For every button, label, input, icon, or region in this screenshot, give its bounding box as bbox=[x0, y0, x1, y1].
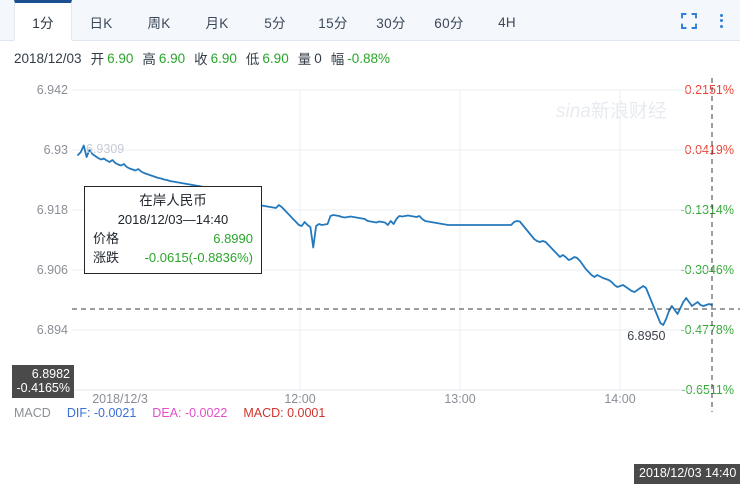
quote-date: 2018/12/03 bbox=[14, 50, 82, 66]
tab-label: 1分 bbox=[32, 15, 54, 31]
tab-label: 月K bbox=[205, 16, 229, 31]
plot-canvas bbox=[72, 78, 740, 412]
y-axis-tick: 6.93 bbox=[43, 143, 68, 157]
quote-info-row: 2018/12/03 开 6.90 高 6.90 收 6.90 低 6.90 量… bbox=[14, 47, 399, 69]
tab-label: 周K bbox=[147, 16, 171, 31]
tab-label: 15分 bbox=[318, 16, 348, 31]
tooltip-price-row: 价格 6.8990 bbox=[93, 229, 253, 248]
tooltip-datetime: 2018/12/03—14:40 bbox=[117, 212, 229, 227]
tooltip-change-label: 涨跌 bbox=[93, 250, 120, 265]
x-axis: 2018/12/3 12:00 13:00 14:00 bbox=[0, 390, 740, 410]
more-vertical-icon[interactable] bbox=[712, 12, 730, 30]
tab-30min[interactable]: 30分 bbox=[362, 0, 420, 41]
x-axis-tick: 2018/12/3 bbox=[92, 392, 148, 406]
tab-5min[interactable]: 5分 bbox=[246, 0, 304, 41]
low-label: 低 bbox=[245, 52, 260, 67]
tab-4h[interactable]: 4H bbox=[478, 0, 536, 41]
macd-indicator-row: MACD DIF: -0.0021 DEA: -0.0022 MACD: 0.0… bbox=[14, 406, 325, 420]
x-axis-tick: 14:00 bbox=[604, 392, 636, 406]
macd-name: MACD bbox=[14, 406, 51, 420]
low-value: 6.90 bbox=[262, 50, 289, 66]
tab-weekly-k[interactable]: 周K bbox=[130, 0, 188, 41]
period-tabbar: 1分 日K 周K 月K 5分 15分 30分 60分 4H bbox=[0, 0, 740, 41]
tooltip-change-value: -0.0615(-0.8836%) bbox=[144, 250, 253, 265]
y-axis-tick: 6.906 bbox=[36, 263, 68, 277]
fullscreen-icon[interactable] bbox=[680, 12, 698, 30]
open-label: 开 bbox=[90, 52, 105, 67]
tooltip-price-value: 6.8990 bbox=[213, 231, 253, 246]
y-axis-tick: 6.942 bbox=[36, 83, 68, 97]
tooltip-price-label: 价格 bbox=[93, 231, 120, 246]
watermark-cn: 新浪财经 bbox=[590, 101, 667, 122]
tab-60min[interactable]: 60分 bbox=[420, 0, 478, 41]
period-tabs: 1分 日K 周K 月K 5分 15分 30分 60分 4H bbox=[14, 0, 536, 41]
close-label: 收 bbox=[194, 52, 208, 67]
open-value: 6.90 bbox=[107, 50, 134, 66]
tab-label: 5分 bbox=[264, 16, 286, 31]
change-value: -0.88% bbox=[347, 50, 390, 66]
chart-tools bbox=[680, 0, 730, 41]
watermark-en: sina bbox=[556, 101, 591, 122]
cursor-time-badge: 2018/12/03 14:40 bbox=[634, 464, 740, 484]
tab-1min[interactable]: 1分 bbox=[14, 0, 72, 41]
low-price-marker: 6.8950 bbox=[627, 329, 666, 343]
volume-label: 量 bbox=[297, 52, 312, 67]
y-axis-tick: 6.918 bbox=[36, 203, 68, 217]
close-value: 6.90 bbox=[210, 50, 237, 66]
tooltip-change-row: 涨跌 -0.0615(-0.8836%) bbox=[93, 248, 253, 267]
tab-15min[interactable]: 15分 bbox=[304, 0, 362, 41]
y-axis-tick: 6.894 bbox=[36, 323, 68, 337]
high-label: 高 bbox=[142, 52, 156, 67]
quote-tooltip: 在岸人民币 2018/12/03—14:40 价格 6.8990 涨跌 -0.0… bbox=[84, 186, 262, 274]
more-dots bbox=[719, 13, 723, 28]
high-price-marker: 6.9309 bbox=[86, 141, 125, 156]
x-axis-tick: 12:00 bbox=[284, 392, 316, 406]
cursor-price-pct: -0.4165% bbox=[16, 381, 70, 395]
tab-monthly-k[interactable]: 月K bbox=[188, 0, 246, 41]
volume-value: 0 bbox=[314, 50, 322, 66]
high-value: 6.90 bbox=[158, 50, 186, 66]
cursor-price-value: 6.8982 bbox=[31, 367, 70, 381]
macd-dif: DIF: -0.0021 bbox=[66, 406, 137, 420]
x-axis-tick: 13:00 bbox=[444, 392, 476, 406]
tab-label: 60分 bbox=[434, 16, 464, 31]
tab-label: 30分 bbox=[376, 16, 406, 31]
macd-macd: MACD: 0.0001 bbox=[243, 406, 326, 420]
change-label: 幅 bbox=[330, 52, 345, 67]
macd-dea: DEA: -0.0022 bbox=[152, 406, 228, 420]
tab-daily-k[interactable]: 日K bbox=[72, 0, 130, 41]
sina-watermark: sina新浪财经 bbox=[556, 96, 667, 123]
cursor-price-badge: 6.8982 -0.4165% bbox=[12, 365, 74, 398]
tab-label: 日K bbox=[89, 16, 113, 31]
tab-label: 4H bbox=[498, 14, 516, 30]
tooltip-title: 在岸人民币 bbox=[139, 193, 207, 208]
